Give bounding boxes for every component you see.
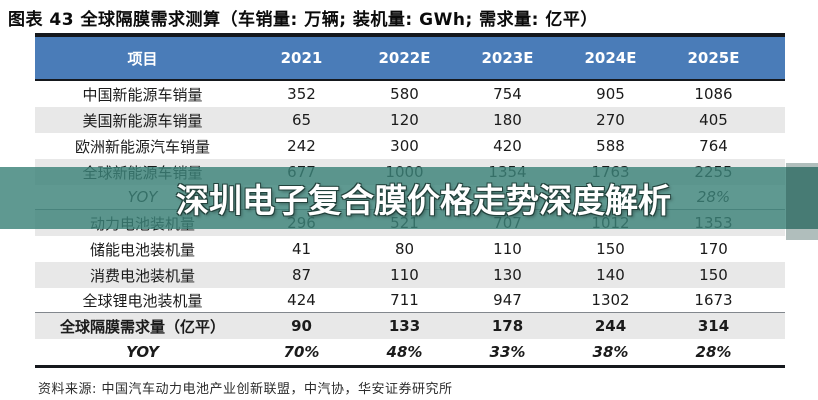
cell-value: 110 bbox=[493, 240, 522, 258]
cell-value: 33% bbox=[489, 343, 526, 361]
table-header-row: 项目 2021 2022E 2023E 2024E 2025E bbox=[35, 37, 785, 81]
cell-value: 420 bbox=[493, 137, 522, 155]
cell-value: 38% bbox=[592, 343, 629, 361]
cell-value: 580 bbox=[390, 85, 419, 103]
cell-value: 1673 bbox=[694, 291, 733, 309]
cell-value: 87 bbox=[291, 266, 312, 284]
row-label: 欧洲新能源汽车销量 bbox=[74, 137, 210, 156]
cell-value: 244 bbox=[594, 317, 627, 335]
table-body: 中国新能源车销量 352 580 754 905 1086 美国新能源车销量 65 120 180… bbox=[35, 81, 785, 365]
cell-value: 764 bbox=[699, 137, 728, 155]
cell-value: 170 bbox=[699, 240, 728, 258]
row-label: 全球锂电池装机量 bbox=[82, 291, 203, 310]
cell-value: 120 bbox=[390, 111, 419, 129]
cell-value: 270 bbox=[596, 111, 625, 129]
row-label: 全球隔膜需求量（亿平） bbox=[59, 317, 225, 336]
row-label: 中国新能源车销量 bbox=[82, 85, 203, 104]
cell-value: 352 bbox=[287, 85, 316, 103]
cell-value: 588 bbox=[596, 137, 625, 155]
cell-value: 133 bbox=[388, 317, 421, 335]
cell-value: 754 bbox=[493, 85, 522, 103]
cell-value: 150 bbox=[699, 266, 728, 284]
table-row: 中国新能源车销量 352 580 754 905 1086 bbox=[35, 81, 785, 107]
column-header-2025e: 2025E bbox=[687, 49, 740, 67]
cell-value: 405 bbox=[699, 111, 728, 129]
cell-value: 711 bbox=[390, 291, 419, 309]
table-row: 美国新能源车销量 65 120 180 270 405 bbox=[35, 107, 785, 133]
demand-table: 项目 2021 2022E 2023E 2024E 2025E 中国新能源车销量… bbox=[35, 33, 785, 368]
cell-value: 28% bbox=[695, 343, 732, 361]
figure-title: 图表 43 全球隔膜需求测算（车销量: 万辆; 装机量: GWh; 需求量: 亿… bbox=[8, 10, 598, 30]
table-row: 消费电池装机量 87 110 130 140 150 bbox=[35, 262, 785, 288]
cell-value: 180 bbox=[493, 111, 522, 129]
cell-value: 48% bbox=[386, 343, 423, 361]
cell-value: 947 bbox=[493, 291, 522, 309]
cell-value: 80 bbox=[394, 240, 415, 258]
cell-value: 90 bbox=[291, 317, 312, 335]
cell-value: 242 bbox=[287, 137, 316, 155]
table-row: 全球隔膜需求量（亿平） 90 133 178 244 314 bbox=[35, 313, 785, 339]
cell-value: 110 bbox=[390, 266, 419, 284]
cell-value: 65 bbox=[291, 111, 312, 129]
cell-value: 70% bbox=[283, 343, 320, 361]
watermark-text: 深圳电子复合膜价格走势深度解析 bbox=[176, 181, 671, 220]
row-label: 储能电池装机量 bbox=[89, 240, 195, 259]
cell-value: 41 bbox=[291, 240, 312, 258]
cell-value: 150 bbox=[596, 240, 625, 258]
cell-value: 140 bbox=[596, 266, 625, 284]
cell-value: 424 bbox=[287, 291, 316, 309]
table-row: 全球锂电池装机量 424 711 947 1302 1673 bbox=[35, 288, 785, 313]
cell-value: 178 bbox=[491, 317, 524, 335]
column-header-2023e: 2023E bbox=[481, 49, 534, 67]
row-label: YOY bbox=[126, 343, 159, 361]
cell-value: 300 bbox=[390, 137, 419, 155]
cell-value: 1086 bbox=[694, 85, 733, 103]
column-header-2021: 2021 bbox=[280, 49, 323, 67]
cell-value: 1302 bbox=[591, 291, 630, 309]
cell-value: 314 bbox=[697, 317, 730, 335]
cell-value: 130 bbox=[493, 266, 522, 284]
watermark-overlay: 深圳电子复合膜价格走势深度解析 bbox=[0, 167, 818, 229]
column-header-2024e: 2024E bbox=[584, 49, 637, 67]
row-label: 美国新能源车销量 bbox=[82, 111, 203, 130]
table-row: YOY 70% 48% 33% 38% 28% bbox=[35, 339, 785, 365]
cell-value: 905 bbox=[596, 85, 625, 103]
table-row: 储能电池装机量 41 80 110 150 170 bbox=[35, 236, 785, 262]
source-note: 资料来源: 中国汽车动力电池产业创新联盟，中汽协，华安证券研究所 bbox=[38, 382, 453, 397]
watermark-right-shade bbox=[786, 163, 818, 240]
table-row: 欧洲新能源汽车销量 242 300 420 588 764 bbox=[35, 133, 785, 159]
row-label: 消费电池装机量 bbox=[89, 266, 195, 285]
column-header-item: 项目 bbox=[127, 49, 158, 68]
column-header-2022e: 2022E bbox=[378, 49, 431, 67]
